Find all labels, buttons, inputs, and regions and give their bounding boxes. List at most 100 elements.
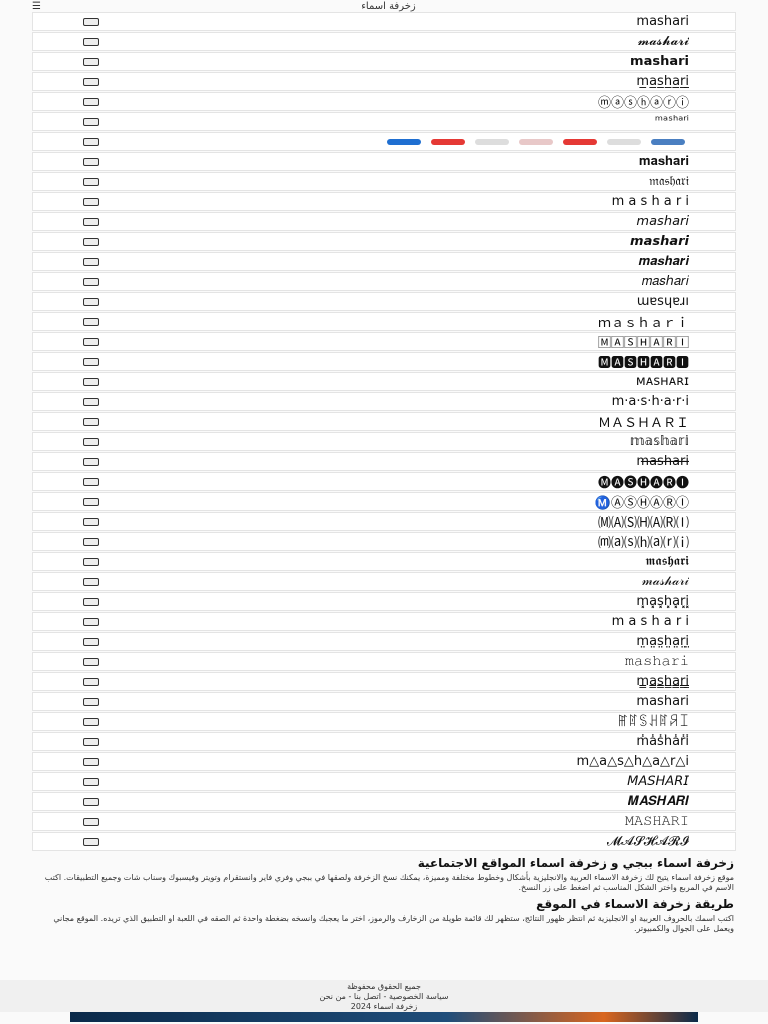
style-row: 𝑚𝑎𝑠ℎ𝑎𝑟𝑖 [32, 272, 736, 291]
styled-text: 𝒎𝒂𝒔𝒉𝒂𝒓𝒊 [638, 254, 689, 269]
copy-button[interactable] [83, 497, 99, 506]
styled-text: 🄜🄐🄢🄗🄐🄡🄘 [597, 516, 689, 531]
share-button[interactable] [431, 138, 465, 145]
styled-text: m̤a̤s̤h̤a̤r̤i̤ [636, 634, 689, 649]
copy-button[interactable] [83, 457, 99, 466]
copy-button[interactable] [83, 277, 99, 286]
styled-text: Ⓜ️Ⓐ️Ⓢ️Ⓗ️Ⓐ️Ⓡ️Ⓘ️ [594, 496, 689, 511]
copy-button[interactable] [83, 537, 99, 546]
article-paragraph: اكتب اسمك بالحروف العربية او الانجليزية … [53, 914, 734, 933]
copy-button[interactable] [83, 697, 99, 706]
copy-button[interactable] [83, 777, 99, 786]
share-button[interactable] [519, 138, 553, 145]
copy-button[interactable] [83, 517, 99, 526]
copy-button[interactable] [83, 97, 99, 106]
copy-button[interactable] [83, 577, 99, 586]
copy-button[interactable] [83, 657, 99, 666]
share-button[interactable] [651, 138, 685, 145]
style-row: 𝐦𝐚𝐬𝐡𝐚𝐫𝐢 [32, 152, 736, 171]
copy-button[interactable] [83, 757, 99, 766]
copy-button[interactable] [83, 297, 99, 306]
footer-line[interactable]: سياسة الخصوصية - اتصل بنا - من نحن [319, 992, 449, 1001]
style-row: m͓a͓s͓h͓a͓r͓i͓ [32, 592, 736, 611]
copy-button[interactable] [83, 137, 99, 146]
styles-list: mashari 𝓶𝓪𝓼𝓱𝓪𝓻𝓲 𝗺𝗮𝘀𝗵𝗮𝗿𝗶 m̲a̲s̲h̲a̲r̲i̲ ⓜⓐⓢⓗⓐ… [32, 12, 736, 852]
style-row: m a s h a r i [32, 612, 736, 631]
copy-button[interactable] [83, 237, 99, 246]
copy-button[interactable] [83, 637, 99, 646]
style-row: m̾a̾s̾h̾a̾r̾i̾ [32, 732, 736, 751]
copy-button[interactable] [83, 77, 99, 86]
copy-button[interactable] [83, 57, 99, 66]
styled-text: 𝓜𝓐𝓢𝓗𝓐𝓡𝓘 [606, 834, 689, 849]
styled-text: m̲a̲s̲h̲a̲r̲i̲ [636, 74, 689, 89]
styled-text: 🄼🄰🅂🄷🄰🅁🄸 [597, 336, 689, 351]
style-row: ᴍᴀsʜᴀʀɪ [32, 372, 736, 391]
copy-button[interactable] [83, 217, 99, 226]
copy-button[interactable] [83, 417, 99, 426]
copy-button[interactable] [83, 317, 99, 326]
copy-button[interactable] [83, 597, 99, 606]
copy-button[interactable] [83, 797, 99, 806]
copy-button[interactable] [83, 337, 99, 346]
styled-text: 𝑚𝑎𝑠ℎ𝑎𝑟𝑖 [641, 274, 689, 289]
styled-text: 𝓶𝓪𝓼𝓱𝓪𝓻𝓲 [637, 34, 689, 49]
copy-button[interactable] [83, 117, 99, 126]
copy-button[interactable] [83, 257, 99, 266]
copy-button[interactable] [83, 477, 99, 486]
header: ☰ زخرفة اسماء [32, 0, 736, 12]
copy-button[interactable] [83, 737, 99, 746]
styled-text: m a s h a r i [611, 194, 689, 209]
style-row: m̤a̤s̤h̤a̤r̤i̤ [32, 632, 736, 651]
style-row: mashari [32, 12, 736, 31]
share-button[interactable] [607, 138, 641, 145]
styled-text: 𝙢𝙖𝙨𝙝𝙖𝙧𝙞 [630, 234, 689, 249]
article: زخرفة اسماء ببجي و زخرفة اسماء المواقع ا… [34, 856, 734, 938]
copy-button[interactable] [83, 617, 99, 626]
style-row: 𝓂𝒶𝓈𝒽𝒶𝓇𝒾 [32, 572, 736, 591]
styled-text: m·a·s·h·a·r·i [611, 394, 689, 409]
styled-text: ｍａｓｈａｒｉ [597, 316, 689, 331]
styled-text: 𝖒𝖆𝖘𝖍𝖆𝖗𝖎 [645, 554, 689, 569]
copy-button[interactable] [83, 557, 99, 566]
share-button[interactable] [563, 138, 597, 145]
share-button[interactable] [387, 138, 421, 145]
copy-button[interactable] [83, 197, 99, 206]
styled-text: 𝓂𝒶𝓈𝒽𝒶𝓇𝒾 [641, 574, 689, 589]
copy-button[interactable] [83, 717, 99, 726]
styled-text: 𝐦𝐚𝐬𝐡𝐚𝐫𝐢 [638, 154, 689, 169]
copy-button[interactable] [83, 357, 99, 366]
style-row: m·a·s·h·a·r·i [32, 392, 736, 411]
styled-text: ＭＡＳＨＡＲＩ [597, 416, 689, 431]
style-row: 𝗆𝖺𝗌𝗁𝖺𝗋𝗂 [32, 692, 736, 711]
style-row: 🅜🅐🅢🅗🅐🅡🅘 [32, 472, 736, 491]
styled-text: 𝔪𝔞𝔰𝔥𝔞𝔯𝔦 [649, 174, 689, 189]
copy-button[interactable] [83, 677, 99, 686]
copy-button[interactable] [83, 157, 99, 166]
styled-text: 𝘔𝘈𝘚𝘏𝘈𝘙𝘐 [627, 774, 689, 789]
copy-button[interactable] [83, 437, 99, 446]
styled-text: 𝕞𝕒𝕤𝕙𝕒𝕣𝕚 [629, 434, 689, 449]
style-row: 𝑴𝑨𝑺𝑯𝑨𝑹𝑰 [32, 792, 736, 811]
article-heading: زخرفة اسماء ببجي و زخرفة اسماء المواقع ا… [417, 856, 734, 870]
copy-button[interactable] [83, 837, 99, 846]
copy-button[interactable] [83, 377, 99, 386]
styled-text: 🅼🅰🆂🅷🅰🆁🅸 [597, 356, 689, 371]
style-row: ＭＡＳＨＡＲＩ [32, 412, 736, 431]
ad-banner[interactable] [70, 1012, 698, 1022]
style-row: ꂵꍏꌗꃅꍏꋪꀤ [32, 712, 736, 731]
copy-button[interactable] [83, 177, 99, 186]
style-row: m a s h a r i [32, 192, 736, 211]
copy-button[interactable] [83, 17, 99, 26]
copy-button[interactable] [83, 397, 99, 406]
menu-icon[interactable]: ☰ [32, 0, 41, 12]
style-row [32, 132, 736, 151]
share-button[interactable] [475, 138, 509, 145]
style-row: 𝙢𝙖𝙨𝙝𝙖𝙧𝙞 [32, 232, 736, 251]
style-row: 𝒎𝒂𝒔𝒉𝒂𝒓𝒊 [32, 252, 736, 271]
copy-button[interactable] [83, 37, 99, 46]
copy-button[interactable] [83, 817, 99, 826]
styled-text: ᴍᴀsʜᴀʀɪ [635, 374, 689, 389]
style-row: 𝓜𝓐𝓢𝓗𝓐𝓡𝓘 [32, 832, 736, 851]
styled-text: ɯɐsɥɐɹı [636, 294, 689, 309]
